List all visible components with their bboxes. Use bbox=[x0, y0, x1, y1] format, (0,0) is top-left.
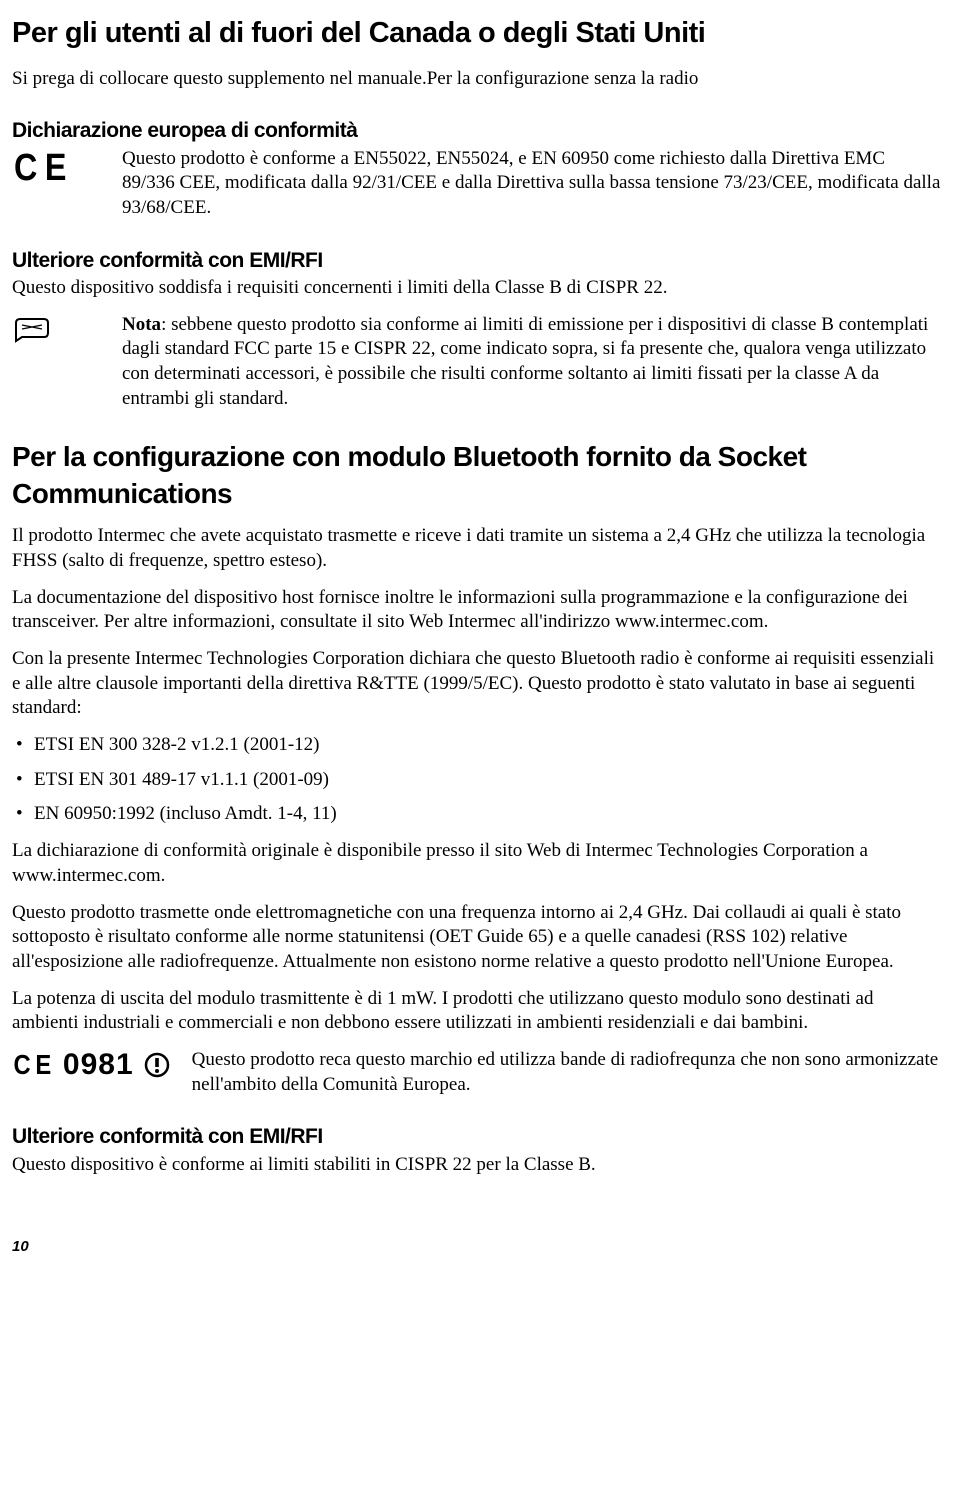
ce0981-block: CE 0981 Questo prodotto reca questo marc… bbox=[12, 1048, 941, 1097]
bluetooth-p5: Questo prodotto trasmette onde elettroma… bbox=[12, 901, 941, 975]
section-bluetooth-heading: Per la configurazione con modulo Bluetoo… bbox=[12, 439, 941, 512]
ce-mark-icon: CE bbox=[12, 147, 104, 187]
ce0981-digits: 0981 bbox=[63, 1050, 134, 1080]
bluetooth-p3: Con la presente Intermec Technologies Co… bbox=[12, 647, 941, 721]
bluetooth-p6: La potenza di uscita del modulo trasmitt… bbox=[12, 987, 941, 1036]
note-text: Nota: sebbene questo prodotto sia confor… bbox=[122, 313, 941, 412]
section-emi-rfi-heading-1: Ulteriore conformità con EMI/RFI bbox=[12, 247, 941, 274]
alert-icon bbox=[144, 1052, 170, 1078]
list-item: ETSI EN 300 328-2 v1.2.1 (2001-12) bbox=[12, 733, 941, 758]
bluetooth-p1: Il prodotto Intermec che avete acquistat… bbox=[12, 524, 941, 573]
standards-list: ETSI EN 300 328-2 v1.2.1 (2001-12) ETSI … bbox=[12, 733, 941, 827]
bluetooth-p2: La documentazione del dispositivo host f… bbox=[12, 586, 941, 635]
intro-paragraph: Si prega di collocare questo supplemento… bbox=[12, 67, 941, 92]
section-eu-conformity-heading: Dichiarazione europea di conformità bbox=[12, 117, 941, 144]
note-icon bbox=[12, 313, 104, 343]
section-emi-rfi-heading-2: Ulteriore conformità con EMI/RFI bbox=[12, 1123, 941, 1150]
page-number: 10 bbox=[12, 1237, 941, 1257]
page-title: Per gli utenti al di fuori del Canada o … bbox=[12, 15, 941, 53]
ce-conformity-text: Questo prodotto è conforme a EN55022, EN… bbox=[122, 147, 941, 221]
note-label: Nota bbox=[122, 314, 161, 335]
list-item: ETSI EN 301 489-17 v1.1.1 (2001-09) bbox=[12, 768, 941, 793]
ce0981-text: Questo prodotto reca questo marchio ed u… bbox=[192, 1048, 941, 1097]
emi-rfi-paragraph-1: Questo dispositivo soddisfa i requisiti … bbox=[12, 276, 941, 301]
bluetooth-p4: La dichiarazione di conformità originale… bbox=[12, 839, 941, 888]
note-block: Nota: sebbene questo prodotto sia confor… bbox=[12, 313, 941, 412]
emi-rfi-paragraph-2: Questo dispositivo è conforme ai limiti … bbox=[12, 1153, 941, 1178]
ce0981-mark-icon: CE 0981 bbox=[12, 1048, 170, 1080]
note-body: : sebbene questo prodotto sia conforme a… bbox=[122, 314, 928, 409]
list-item: EN 60950:1992 (incluso Amdt. 1-4, 11) bbox=[12, 802, 941, 827]
ce-conformity-block: CE Questo prodotto è conforme a EN55022,… bbox=[12, 147, 941, 221]
